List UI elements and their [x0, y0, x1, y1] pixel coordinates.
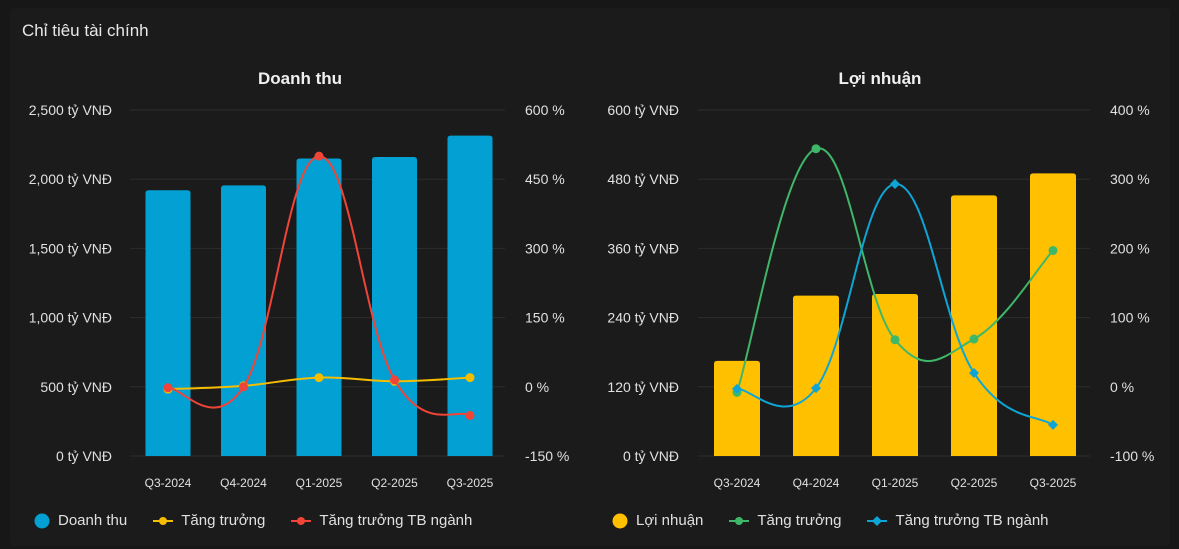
left-axis-tick-label: 2,500 tỷ VNĐ — [29, 102, 112, 118]
left-axis-tick-label: 1,000 tỷ VNĐ — [29, 310, 112, 326]
point-tang-truong-2[interactable] — [890, 335, 900, 345]
bar-doanh-thu-4[interactable] — [447, 135, 493, 456]
bar-loi-nhuan-3[interactable] — [951, 195, 997, 456]
bar-loi-nhuan-4[interactable] — [1030, 173, 1076, 456]
bar-loi-nhuan-0[interactable] — [714, 360, 760, 456]
right-axis-tick-label: 300 % — [1110, 171, 1150, 187]
left-axis-tick-label: 240 tỷ VNĐ — [607, 310, 679, 326]
x-axis-tick-label: Q3-2025 — [447, 476, 494, 490]
x-axis-tick-label: Q1-2025 — [296, 476, 343, 490]
legend-item-tang-truong-tb-nganh[interactable]: Tăng trưởng TB ngành — [291, 512, 472, 529]
profit-legend: Lợi nhuận Tăng trưởng Tăng trưởng TB ngành — [612, 512, 1075, 529]
left-axis-tick-label: 600 tỷ VNĐ — [607, 102, 679, 118]
right-axis-tick-label: 0 % — [525, 379, 549, 395]
right-axis-tick-label: 400 % — [1110, 102, 1150, 118]
left-axis-tick-label: 500 tỷ VNĐ — [40, 379, 112, 395]
legend-item-tang-truong-tb-nganh[interactable]: Tăng trưởng TB ngành — [867, 512, 1049, 529]
right-axis-tick-label: -150 % — [525, 448, 569, 464]
chart-title: Doanh thu — [258, 69, 342, 88]
x-axis-tick-label: Q1-2025 — [872, 476, 919, 490]
right-axis-tick-label: 300 % — [525, 240, 565, 256]
legend-line-icon — [153, 516, 174, 525]
left-axis-tick-label: 120 tỷ VNĐ — [607, 379, 679, 395]
x-axis-tick-label: Q3-2025 — [1030, 476, 1077, 490]
point-tang-truong-tb-nganh-2[interactable] — [314, 151, 324, 161]
page-title: Chỉ tiêu tài chính — [22, 21, 149, 40]
legend-line-icon — [291, 516, 312, 525]
point-tang-truong-tb-nganh-3[interactable] — [969, 367, 979, 378]
bar-loi-nhuan-2[interactable] — [872, 293, 918, 456]
legend-line-icon — [867, 515, 888, 526]
legend-label: Lợi nhuận — [636, 512, 704, 529]
legend-label: Tăng trưởng TB ngành — [319, 512, 473, 529]
bar-loi-nhuan-1[interactable] — [793, 295, 839, 456]
profit-chart: Lợi nhuận 0 tỷ VNĐ -100 % 120 tỷ VNĐ 0 % 240 … — [607, 69, 1154, 490]
right-axis-tick-label: -100 % — [1110, 448, 1154, 464]
right-axis-tick-label: 600 % — [525, 102, 565, 118]
point-tang-truong-tb-nganh-1[interactable] — [811, 383, 821, 394]
point-tang-truong-tb-nganh-2[interactable] — [890, 179, 900, 190]
point-tang-truong-tb-nganh-0[interactable] — [732, 383, 742, 394]
bar-doanh-thu-2[interactable] — [296, 158, 342, 456]
line-tang-truong — [736, 147, 1054, 393]
left-axis-tick-label: 360 tỷ VNĐ — [607, 240, 679, 256]
legend-label: Tăng trưởng — [181, 512, 266, 529]
right-axis-tick-label: 0 % — [1110, 379, 1134, 395]
right-axis-tick-label: 100 % — [1110, 310, 1150, 326]
x-axis-tick-label: Q4-2024 — [220, 476, 267, 490]
point-tang-truong-1[interactable] — [811, 144, 821, 154]
chart-title: Lợi nhuận — [839, 69, 922, 88]
point-tang-truong-2[interactable] — [314, 373, 324, 383]
legend-label: Tăng trưởng — [757, 512, 842, 529]
left-axis-tick-label: 480 tỷ VNĐ — [607, 171, 679, 187]
point-tang-truong-tb-nganh-4[interactable] — [465, 410, 475, 420]
point-tang-truong-3[interactable] — [969, 334, 979, 344]
legend-circle-icon — [612, 513, 628, 528]
legend-item-tang-truong[interactable]: Tăng trưởng — [153, 512, 265, 529]
point-tang-truong-tb-nganh-0[interactable] — [163, 383, 173, 393]
revenue-chart: Doanh thu 0 tỷ VNĐ -150 % 500 tỷ VNĐ 0 % 1,00… — [29, 69, 570, 490]
x-axis-tick-label: Q3-2024 — [714, 476, 761, 490]
point-tang-truong-tb-nganh-3[interactable] — [390, 375, 399, 385]
x-axis-tick-label: Q2-2025 — [951, 476, 998, 490]
point-tang-truong-4[interactable] — [1048, 245, 1058, 255]
bar-doanh-thu-1[interactable] — [221, 185, 266, 457]
revenue-legend: Doanh thu Tăng trưởng Tăng trưởng TB ngành — [34, 512, 498, 529]
point-tang-truong-4[interactable] — [465, 373, 475, 383]
legend-circle-icon — [34, 513, 50, 528]
point-tang-truong-tb-nganh-1[interactable] — [239, 382, 248, 392]
legend-item-tang-truong[interactable]: Tăng trưởng — [729, 512, 841, 529]
legend-item-loi-nhuan[interactable]: Lợi nhuận — [612, 512, 703, 529]
left-axis-tick-label: 2,000 tỷ VNĐ — [29, 171, 112, 187]
bar-doanh-thu-3[interactable] — [372, 157, 417, 456]
legend-label: Tăng trưởng TB ngành — [895, 512, 1049, 529]
x-axis-tick-label: Q3-2024 — [145, 476, 192, 490]
left-axis-tick-label: 0 tỷ VNĐ — [623, 448, 679, 464]
right-axis-tick-label: 200 % — [1110, 240, 1150, 256]
right-axis-tick-label: 450 % — [525, 171, 565, 187]
bar-doanh-thu-0[interactable] — [145, 190, 191, 456]
left-axis-tick-label: 0 tỷ VNĐ — [56, 448, 112, 464]
legend-label: Doanh thu — [58, 512, 128, 529]
left-axis-tick-label: 1,500 tỷ VNĐ — [29, 240, 112, 256]
x-axis-tick-label: Q2-2025 — [371, 476, 418, 490]
legend-item-doanh-thu[interactable]: Doanh thu — [34, 512, 127, 529]
legend-line-icon — [729, 516, 750, 525]
point-tang-truong-tb-nganh-4[interactable] — [1048, 419, 1058, 430]
right-axis-tick-label: 150 % — [525, 310, 565, 326]
x-axis-tick-label: Q4-2024 — [793, 476, 840, 490]
